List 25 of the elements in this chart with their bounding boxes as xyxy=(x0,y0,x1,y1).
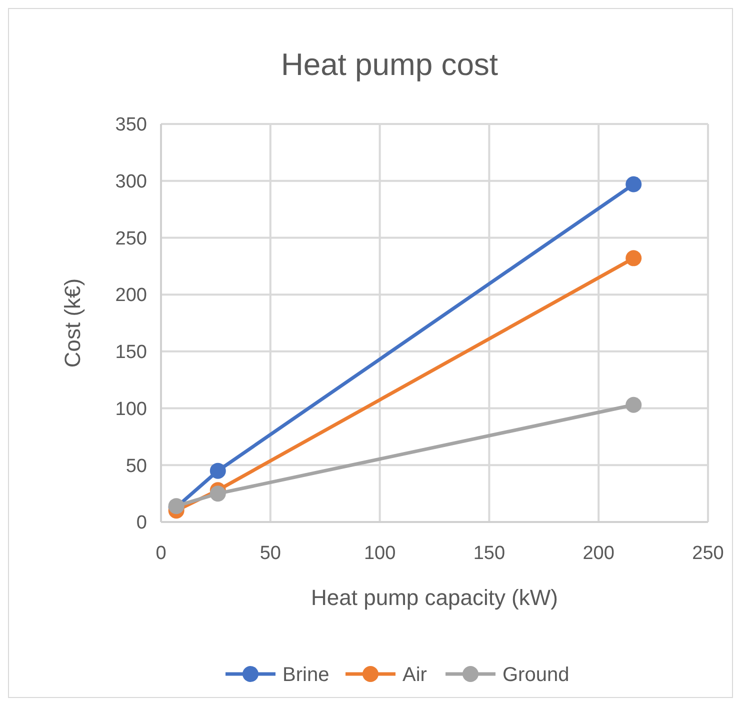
y-tick-label: 350 xyxy=(115,114,147,136)
legend-label: Ground xyxy=(502,664,570,686)
y-tick-label: 0 xyxy=(136,512,147,534)
legend-label: Air xyxy=(402,664,428,686)
x-axis-title: Heat pump capacity (kW) xyxy=(311,585,558,610)
x-tick-label: 100 xyxy=(364,543,396,564)
point xyxy=(626,176,642,192)
point xyxy=(210,462,226,479)
point xyxy=(210,486,226,502)
x-tick-label: 200 xyxy=(582,543,614,564)
point xyxy=(626,396,642,413)
y-tick-label: 150 xyxy=(115,342,147,364)
y-axis-title: Cost (k€) xyxy=(60,278,85,368)
y-tick-label: 100 xyxy=(115,398,147,420)
y-tick-label: 250 xyxy=(115,228,147,250)
x-tick-label: 50 xyxy=(260,543,281,564)
y-tick-label: 300 xyxy=(115,172,147,193)
chart-title: Heat pump cost xyxy=(280,47,498,82)
y-tick-label: 200 xyxy=(115,285,147,306)
point xyxy=(626,250,642,266)
x-tick-label: 0 xyxy=(156,543,166,564)
x-tick-label: 150 xyxy=(473,543,506,564)
legend-label: Brine xyxy=(282,664,330,686)
y-tick-label: 50 xyxy=(126,456,147,477)
x-tick-label: 250 xyxy=(692,543,724,564)
